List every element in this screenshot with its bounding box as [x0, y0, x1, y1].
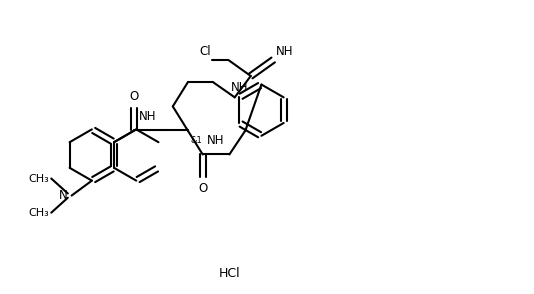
Text: CH₃: CH₃ [28, 173, 49, 183]
Text: NH: NH [276, 45, 293, 58]
Text: O: O [130, 90, 139, 103]
Text: N: N [59, 189, 68, 202]
Text: NH: NH [139, 110, 156, 123]
Text: HCl: HCl [219, 267, 240, 280]
Text: NH: NH [231, 81, 248, 94]
Text: NH: NH [207, 134, 225, 147]
Text: CH₃: CH₃ [28, 208, 49, 218]
Text: &1: &1 [191, 136, 202, 145]
Text: O: O [198, 182, 207, 195]
Text: Cl: Cl [200, 45, 211, 58]
